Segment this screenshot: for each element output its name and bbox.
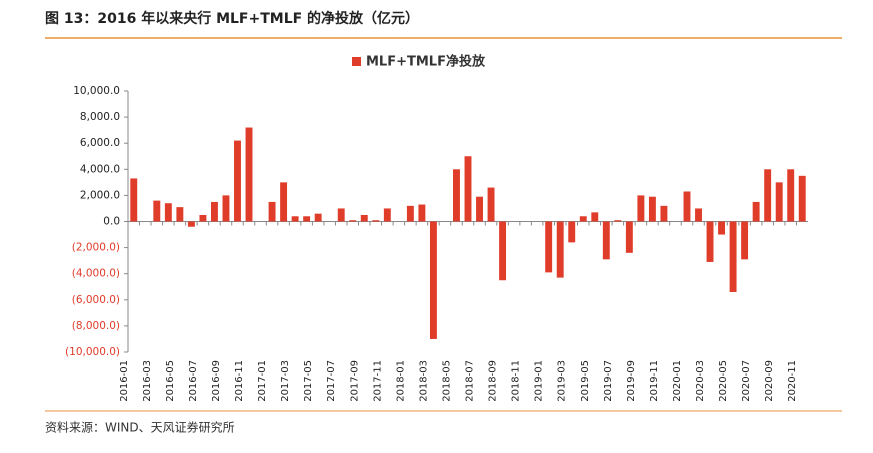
bar (383, 208, 391, 222)
bar (568, 221, 576, 243)
bar (406, 205, 414, 222)
y-tick-label: 8,000.0 (80, 111, 120, 123)
bar (695, 208, 702, 222)
legend-label: MLF+TMLF净投放 (366, 54, 486, 70)
bar (718, 221, 726, 235)
y-tick-label: (6,000.0) (72, 294, 120, 306)
bar (429, 221, 437, 339)
bar (637, 195, 645, 222)
bar (372, 220, 380, 222)
y-tick-label: (10,000.0) (65, 346, 120, 358)
x-tick-label: 2016-01 (119, 360, 130, 402)
bar (199, 214, 207, 222)
x-tick-label: 2020-05 (718, 360, 729, 402)
x-tick-label: 2019-01 (534, 360, 545, 402)
bar (545, 221, 553, 273)
bar (314, 213, 322, 222)
x-tick-label: 2019-09 (626, 360, 637, 402)
x-tick-label: 2017-07 (326, 360, 337, 402)
x-tick-label: 2019-11 (649, 360, 660, 402)
bar (741, 221, 749, 260)
bar (187, 221, 195, 227)
x-tick-label: 2017-09 (349, 360, 360, 402)
bar (602, 221, 610, 260)
bar (291, 216, 299, 222)
x-tick-label: 2017-01 (257, 360, 268, 402)
bar (268, 201, 276, 222)
bar (775, 182, 783, 222)
y-tick-label: (2,000.0) (72, 242, 120, 254)
bar (648, 196, 656, 222)
bar (176, 207, 184, 222)
bar (280, 182, 288, 222)
x-tick-label: 2020-01 (672, 360, 683, 402)
y-tick-label: 0.0 (103, 216, 120, 228)
x-tick-label: 2017-03 (280, 360, 291, 402)
x-tick-label: 2016-11 (234, 360, 245, 402)
bar (764, 169, 772, 222)
bar (706, 221, 714, 262)
bar (210, 201, 218, 222)
chart-title: 图 13：2016 年以来央行 MLF+TMLF 的净投放（亿元） (45, 10, 419, 27)
bar (164, 203, 172, 222)
bar (153, 200, 161, 222)
bar (787, 169, 795, 222)
bar (683, 191, 691, 222)
legend-swatch (352, 57, 361, 66)
bar (245, 127, 253, 222)
x-tick-label: 2018-09 (488, 360, 499, 402)
bar (625, 221, 633, 253)
x-tick-label: 2018-03 (418, 360, 429, 402)
bar (130, 178, 138, 222)
bar (591, 212, 599, 222)
x-tick-label: 2016-09 (211, 360, 222, 402)
x-tick-label: 2017-05 (303, 360, 314, 402)
x-tick-label: 2017-11 (372, 360, 383, 402)
bar (453, 169, 460, 222)
x-tick-label: 2019-05 (580, 360, 591, 402)
bar (360, 214, 368, 222)
bar (579, 216, 587, 222)
bar (752, 201, 760, 222)
source-note: 资料来源：WIND、天风证券研究所 (45, 420, 235, 435)
bar (487, 187, 495, 222)
y-tick-label: 10,000.0 (73, 85, 120, 97)
x-tick-label: 2016-05 (165, 360, 176, 402)
y-tick-label: (4,000.0) (72, 268, 120, 280)
bar (556, 221, 564, 278)
x-tick-label: 2016-03 (142, 360, 153, 402)
bar (798, 175, 806, 222)
bar (418, 204, 426, 222)
bar (337, 208, 345, 222)
y-tick-label: 6,000.0 (80, 137, 120, 149)
bar (349, 220, 357, 222)
x-tick-label: 2020-09 (764, 360, 775, 402)
bar (476, 196, 483, 222)
x-tick-label: 2020-07 (741, 360, 752, 402)
y-tick-label: 4,000.0 (80, 163, 120, 175)
bar (222, 195, 230, 222)
bar (660, 205, 668, 222)
bar (614, 220, 622, 222)
x-tick-label: 2020-03 (695, 360, 706, 402)
x-tick-label: 2018-01 (395, 360, 406, 402)
bar (303, 216, 311, 222)
x-tick-label: 2018-05 (441, 360, 452, 402)
bar (729, 221, 737, 292)
bar (234, 140, 241, 222)
y-tick-label: (8,000.0) (72, 320, 120, 332)
x-tick-label: 2018-11 (511, 360, 522, 402)
x-tick-label: 2016-07 (188, 360, 199, 402)
x-tick-label: 2019-07 (603, 360, 614, 402)
y-tick-label: 2,000.0 (80, 189, 120, 201)
bar (499, 221, 507, 281)
x-tick-label: 2019-03 (557, 360, 568, 402)
x-tick-label: 2018-07 (465, 360, 476, 402)
x-tick-label: 2020-11 (787, 360, 798, 402)
bar (464, 156, 472, 222)
